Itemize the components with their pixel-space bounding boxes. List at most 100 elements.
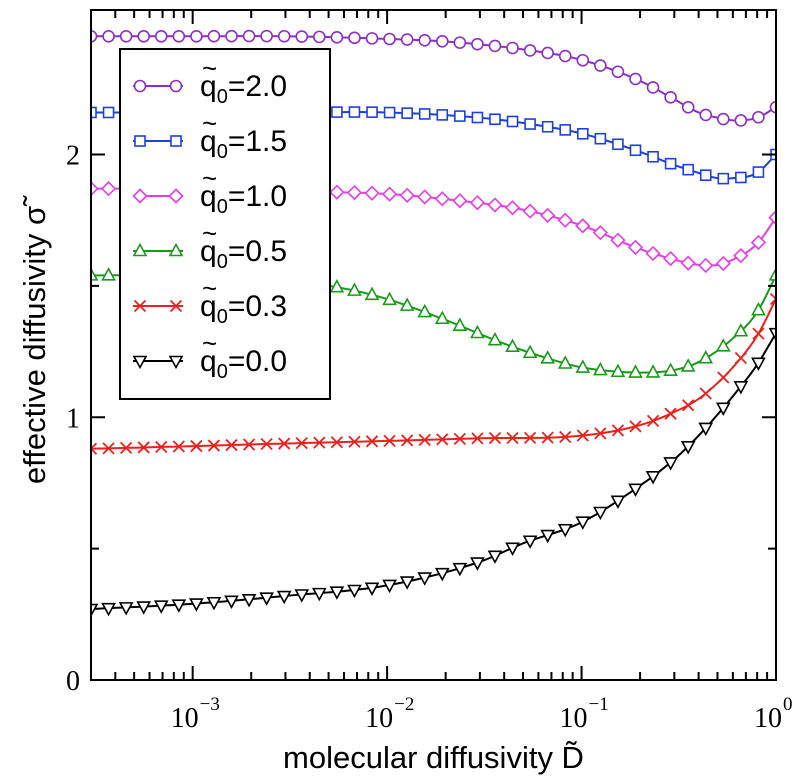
data-point [260, 437, 273, 451]
data-point [506, 41, 519, 55]
data-point [453, 36, 467, 49]
data-point [225, 438, 238, 452]
data-point [682, 399, 695, 412]
legend-label-symbol: q [200, 125, 217, 158]
data-point [612, 138, 624, 151]
data-point [611, 65, 625, 79]
series-0 [91, 29, 776, 127]
legend-label-symbol: q [200, 345, 217, 378]
data-point [401, 434, 414, 447]
data-point [434, 567, 450, 582]
legend-label-value: =1.5 [228, 125, 287, 158]
data-point [559, 124, 572, 136]
data-point [434, 310, 450, 325]
data-point [751, 357, 766, 371]
data-point [119, 441, 133, 455]
data-point [504, 200, 521, 216]
legend-label-symbol: q [200, 180, 217, 213]
legend-label-symbol: q [200, 70, 217, 103]
data-point [347, 282, 362, 296]
data-point [487, 550, 503, 564]
data-point [383, 434, 396, 447]
data-point [487, 197, 503, 213]
plot-frame [90, 9, 777, 681]
data-point [751, 301, 766, 316]
data-point [364, 185, 380, 201]
legend-entry: q0=0.0~ [132, 328, 287, 383]
legend-marker [168, 242, 184, 257]
data-point [206, 596, 222, 611]
data-point [627, 239, 644, 256]
tilde-icon: ~ [202, 328, 217, 358]
series-4 [91, 292, 776, 455]
data-point [715, 255, 731, 272]
data-point [348, 31, 361, 45]
data-point [733, 323, 749, 337]
data-point [155, 440, 168, 454]
tilde-icon: ~ [202, 273, 217, 303]
data-point [418, 433, 431, 446]
data-point [102, 29, 115, 43]
legend-label-subscript: 0 [217, 251, 228, 273]
data-point [91, 181, 99, 197]
data-point [717, 112, 730, 126]
data-point [153, 600, 169, 614]
data-point [488, 431, 502, 445]
data-point [664, 91, 677, 104]
data-point [592, 225, 608, 241]
data-point [769, 292, 776, 306]
data-point [557, 523, 573, 538]
data-point [452, 193, 468, 209]
data-point [399, 297, 415, 311]
data-point [401, 107, 413, 119]
data-point [557, 212, 573, 228]
data-point [383, 32, 396, 46]
data-point [680, 441, 696, 455]
data-point [698, 257, 714, 274]
data-point [629, 420, 642, 433]
data-point [506, 431, 519, 445]
data-point [418, 108, 431, 120]
x-tick-exponent: −1 [589, 694, 609, 715]
data-point [663, 362, 678, 376]
data-point [594, 132, 607, 145]
data-point [276, 590, 292, 605]
data-point [593, 361, 608, 376]
data-point [540, 529, 556, 544]
data-point [453, 432, 466, 445]
data-point [715, 338, 731, 352]
legend-label-subscript: 0 [217, 141, 228, 163]
data-point [522, 344, 538, 359]
legend-entry: q0=1.0~ [132, 163, 287, 218]
data-point [680, 255, 696, 271]
data-point [172, 440, 185, 453]
data-point [91, 442, 98, 455]
data-point [346, 184, 363, 201]
data-point [399, 576, 415, 590]
data-point [452, 317, 468, 331]
data-point [593, 506, 608, 521]
data-point [505, 338, 520, 353]
data-point [366, 106, 378, 118]
data-point [594, 59, 607, 72]
legend-label-symbol: q [200, 290, 217, 323]
data-point [680, 358, 696, 372]
data-point [190, 29, 203, 43]
legend-entry: q0=0.5~ [132, 218, 287, 273]
legend-marker [133, 79, 147, 93]
x-tick-exponent: −3 [200, 694, 220, 715]
data-point [435, 34, 449, 48]
data-point [381, 186, 398, 202]
data-point [629, 72, 642, 86]
series-5 [91, 327, 776, 618]
legend-label: q0=0.3 [200, 290, 287, 328]
legend-label-value: =1.0 [228, 180, 287, 213]
data-point [698, 350, 714, 364]
data-point [434, 191, 450, 207]
data-point [91, 106, 97, 119]
data-point [541, 120, 554, 133]
data-point [575, 359, 591, 373]
data-point [364, 286, 380, 301]
legend-label: q0=1.5 [200, 125, 287, 163]
data-point [470, 557, 485, 571]
